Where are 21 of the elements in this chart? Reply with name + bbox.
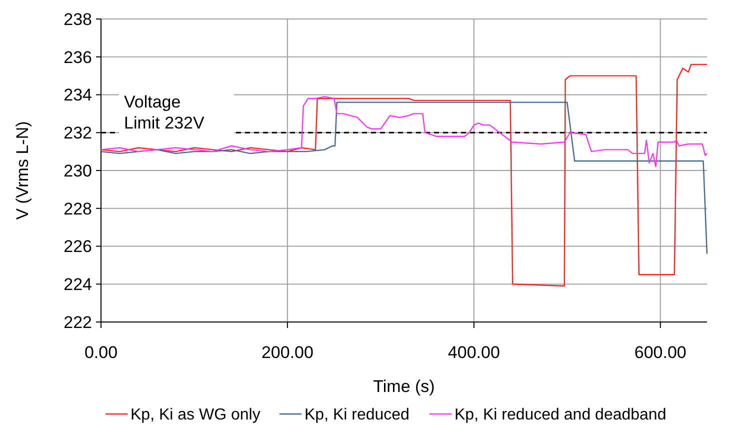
x-axis-title: Time (s) [373, 377, 435, 396]
y-tick-label: 232 [64, 124, 92, 143]
y-tick-label: 228 [64, 199, 92, 218]
x-tick-label: 600.00 [634, 343, 686, 362]
line-series [100, 64, 708, 287]
x-tick-label: 0.00 [84, 343, 118, 362]
y-tick-label: 236 [64, 48, 92, 67]
legend-label: Kp, Ki reduced and deadband [454, 406, 666, 424]
y-tick-label: 238 [64, 10, 92, 29]
ref-line-label: Voltage Limit 232V [124, 92, 205, 133]
y-tick-label: 222 [64, 312, 92, 332]
legend-label: Kp, Ki as WG only [130, 406, 260, 424]
y-tick-label: 230 [64, 161, 92, 180]
legend-label: Kp, Ki reduced [304, 406, 410, 424]
y-tick-label: 226 [64, 237, 92, 256]
y-tick-label: 234 [64, 86, 92, 105]
x-tick-label: 400.00 [448, 343, 500, 362]
y-axis-title: V (Vrms L-N) [13, 121, 32, 220]
line-series [100, 96, 708, 168]
y-tick-label: 224 [64, 275, 92, 294]
x-tick-label: 200.00 [261, 343, 314, 362]
